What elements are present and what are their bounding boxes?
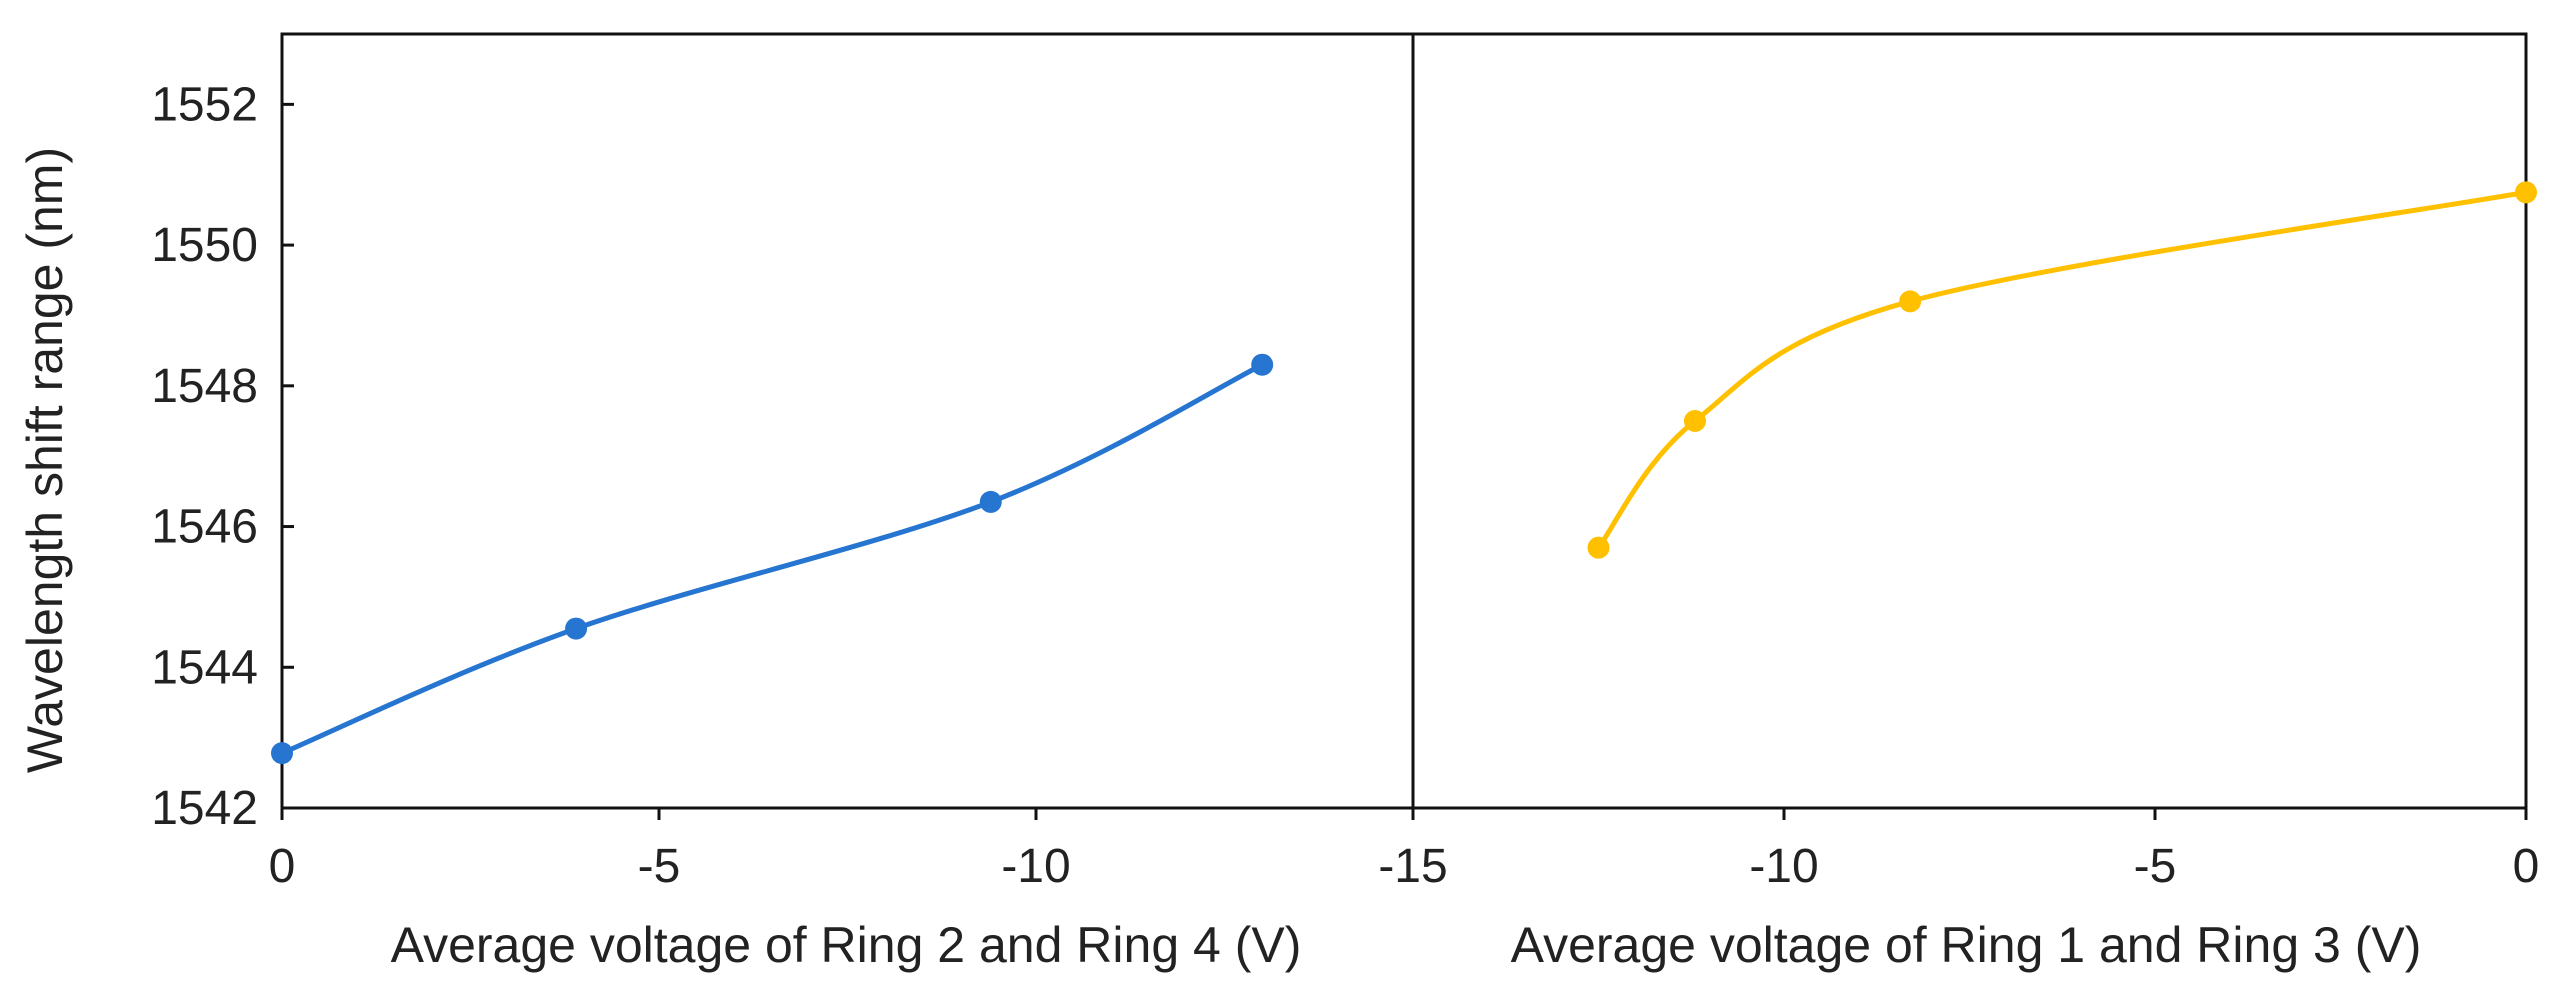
x-tick-label-left: 0: [269, 840, 296, 893]
x-axis-title-right: Average voltage of Ring 1 and Ring 3 (V): [1511, 917, 2422, 973]
data-point-right: [1587, 536, 1610, 559]
y-tick-label: 1546: [151, 501, 258, 554]
data-point-right: [2515, 181, 2537, 204]
series-layer: [271, 181, 2537, 765]
x-tick-label-left: -10: [1001, 840, 1070, 893]
x-tick-label-right: 0: [2513, 840, 2540, 893]
y-tick-label: 1548: [151, 360, 258, 413]
data-point-right: [1683, 410, 1706, 432]
y-tick-label: 1542: [151, 782, 258, 835]
tick-labels: 1542154415461548155015520-5-10-15-15-10-…: [151, 78, 2539, 893]
x-axis-title-left: Average voltage of Ring 2 and Ring 4 (V): [391, 917, 1302, 973]
data-point-right: [1899, 290, 1922, 313]
y-tick-label: 1552: [151, 78, 258, 131]
y-tick-label: 1550: [151, 219, 258, 272]
series-line-left: [279, 362, 1265, 756]
series-line-right: [1596, 189, 2529, 551]
data-point-left: [271, 742, 293, 765]
data-point-left: [565, 617, 588, 640]
y-tick-label: 1544: [151, 641, 258, 694]
x-tick-label-left: -5: [638, 840, 681, 893]
x-tick-label-left: -15: [1378, 840, 1447, 893]
x-tick-label-right: -10: [1749, 840, 1818, 893]
panel-frame-left: [280, 32, 1415, 810]
panel-frame-right: [1411, 32, 2528, 810]
x-tick-label-right: -5: [2134, 840, 2177, 893]
y-axis-title: Wavelength shift range (nm): [17, 147, 73, 773]
data-point-left: [1251, 353, 1274, 376]
data-point-left: [979, 490, 1002, 513]
plot-frame: [280, 32, 2528, 820]
